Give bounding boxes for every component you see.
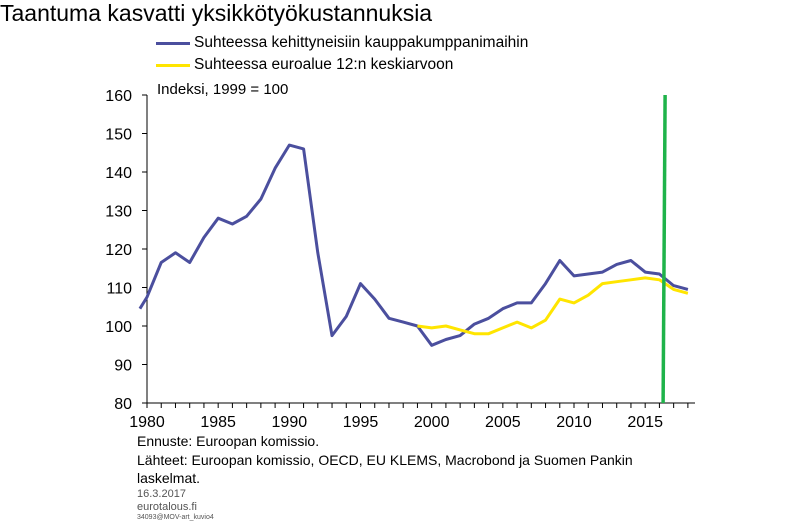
- x-tick-label: 1985: [200, 414, 236, 431]
- legend-label-trading-partners: Suhteessa kehittyneisiin kauppakumppanim…: [194, 34, 529, 51]
- legend-label-euro-area: Suhteessa euroalue 12:n keskiarvoon: [194, 56, 454, 73]
- x-tick-label: 2010: [556, 414, 592, 431]
- y-tick-label: 160: [105, 88, 132, 105]
- y-tick-label: 140: [105, 165, 132, 182]
- sources-note-line1: Lähteet: Euroopan komissio, OECD, EU KLE…: [137, 452, 633, 468]
- series-line-euro-area: [417, 276, 689, 336]
- x-tick-label: 2015: [627, 414, 663, 431]
- y-tick-label: 90: [114, 358, 132, 375]
- x-tick-label: 1995: [343, 414, 379, 431]
- code-label: 34093@MOV-art_kuvio4: [137, 514, 214, 521]
- y-tick-label: 130: [105, 204, 132, 221]
- x-tick-label: 2000: [414, 414, 450, 431]
- forecast-divider-line: [661, 94, 667, 404]
- y-tick-label: 100: [105, 319, 132, 336]
- x-tick-label: 1990: [272, 414, 308, 431]
- legend-swatch-trading-partners: [156, 41, 190, 45]
- x-tick-label: 2005: [485, 414, 521, 431]
- chart-title: Taantuma kasvatti yksikkötyökustannuksia: [0, 0, 433, 26]
- forecast-note: Ennuste: Euroopan komissio.: [137, 433, 320, 449]
- series-line-trading-partners: [138, 143, 689, 347]
- date-label: 16.3.2017: [137, 488, 186, 500]
- y-axis-label: Indeksi, 1999 = 100: [157, 81, 288, 98]
- y-tick-label: 120: [105, 242, 132, 259]
- sources-note-line2: laskelmat.: [137, 470, 201, 486]
- legend-swatch-euro-area: [156, 63, 190, 67]
- legend-item-trading-partners: Suhteessa kehittyneisiin kauppakumppanim…: [156, 33, 528, 53]
- x-tick-label: 1980: [129, 414, 165, 431]
- site-label: eurotalous.fi: [137, 501, 197, 513]
- y-tick-label: 150: [105, 127, 132, 144]
- y-tick-label: 80: [114, 396, 132, 413]
- y-tick-label: 110: [106, 281, 132, 298]
- legend-item-euro-area: Suhteessa euroalue 12:n keskiarvoon: [156, 55, 453, 75]
